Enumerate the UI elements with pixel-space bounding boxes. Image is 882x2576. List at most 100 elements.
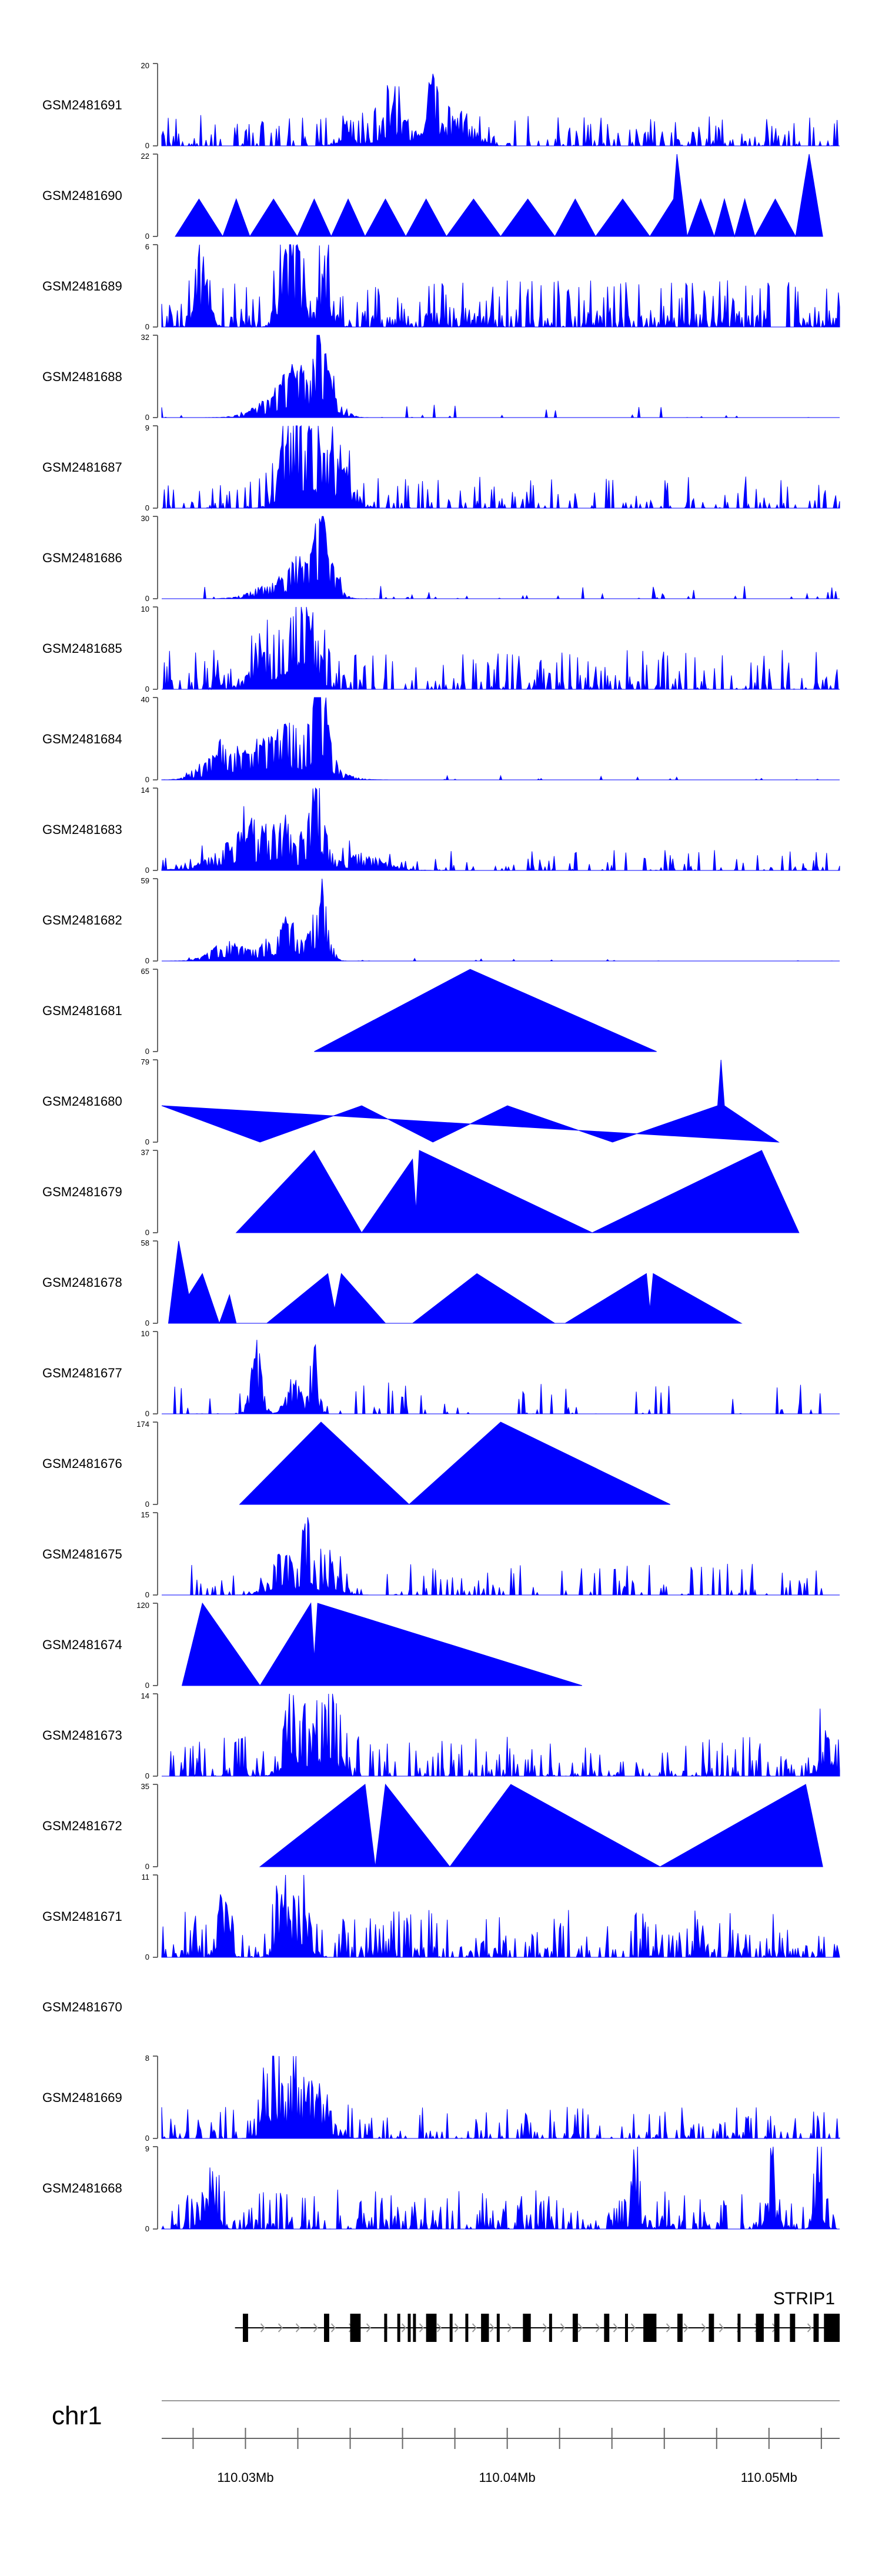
track-label: GSM2481672	[42, 1818, 122, 1833]
y-min-label: 0	[145, 1319, 149, 1327]
strand-arrow-icon	[260, 2323, 265, 2333]
track-GSM2481690: GSM2481690 22 0	[42, 152, 823, 241]
track-label: GSM2481684	[42, 732, 122, 746]
track-GSM2481682: GSM2481682 59 0	[42, 876, 840, 965]
coverage-area	[161, 244, 840, 328]
exon	[643, 2314, 657, 2342]
strand-arrow-icon	[577, 2323, 583, 2333]
exon	[624, 2314, 628, 2342]
track-GSM2481670: GSM2481670	[42, 2000, 122, 2014]
axis-ticks: 110.03Mb 110.04Mb 110.05Mb	[192, 2428, 822, 2485]
track-label: GSM2481671	[42, 1909, 122, 1924]
track-label: GSM2481678	[42, 1275, 122, 1290]
track-label: GSM2481683	[42, 822, 122, 837]
coverage-area	[161, 1059, 780, 1143]
exon	[449, 2314, 453, 2342]
track-label: GSM2481675	[42, 1547, 122, 1561]
strand-arrow-icon	[313, 2323, 318, 2333]
x-tick-label: 110.05Mb	[741, 2470, 797, 2485]
y-max-label: 15	[141, 1510, 149, 1519]
exon	[350, 2314, 361, 2342]
y-max-label: 120	[136, 1601, 149, 1610]
strand-arrow-icon	[507, 2323, 512, 2333]
coverage-area	[162, 878, 840, 962]
y-max-label: 14	[141, 1691, 149, 1700]
y-max-label: 10	[141, 1329, 149, 1338]
track-label: GSM2481676	[42, 1456, 122, 1471]
track-label: GSM2481691	[42, 98, 122, 112]
y-min-label: 0	[145, 956, 149, 965]
exon	[496, 2314, 500, 2342]
strand-arrow-icon	[666, 2323, 671, 2333]
y-max-label: 40	[141, 695, 149, 704]
gene-model-track: STRIP1	[235, 2289, 840, 2342]
y-max-label: 32	[141, 333, 149, 342]
strand-arrow-icon	[295, 2323, 300, 2333]
track-GSM2481673: GSM2481673 14 0	[42, 1691, 840, 1780]
y-max-label: 9	[145, 2144, 149, 2153]
exon	[677, 2314, 683, 2342]
strand-arrow-icon	[401, 2323, 406, 2333]
strand-arrow-icon	[489, 2323, 495, 2333]
y-min-label: 0	[145, 232, 149, 241]
track-GSM2481676: GSM2481676 174 0	[42, 1420, 671, 1509]
chromosome-label: chr1	[52, 2401, 102, 2430]
x-tick-label: 110.03Mb	[217, 2470, 273, 2485]
track-label: GSM2481686	[42, 550, 122, 565]
track-GSM2481681: GSM2481681 65 0	[42, 967, 657, 1056]
exon	[243, 2314, 248, 2342]
y-min-label: 0	[145, 1771, 149, 1780]
coverage-area	[239, 1422, 671, 1505]
track-label: GSM2481681	[42, 1003, 122, 1018]
exon	[572, 2314, 578, 2342]
track-label: GSM2481690	[42, 188, 122, 203]
strand-arrow-icon	[454, 2323, 459, 2333]
track-label: GSM2481680	[42, 1094, 122, 1109]
genome-axis: 110.03Mb 110.04Mb 110.05Mb	[162, 2428, 840, 2485]
exon	[737, 2314, 741, 2342]
exon	[813, 2314, 819, 2342]
y-max-label: 10	[141, 605, 149, 613]
strand-arrow-icon	[595, 2323, 600, 2333]
exon	[604, 2314, 610, 2342]
strand-arrow-icon	[630, 2323, 636, 2333]
exon	[397, 2314, 400, 2342]
y-min-label: 0	[145, 775, 149, 784]
track-GSM2481687: GSM2481687 9 0	[42, 423, 840, 512]
track-GSM2481669: GSM2481669 8 0	[42, 2054, 840, 2143]
exon	[384, 2314, 387, 2342]
track-label: GSM2481668	[42, 2181, 122, 2195]
y-max-label: 79	[141, 1057, 149, 1066]
exon	[523, 2314, 531, 2342]
track-GSM2481688: GSM2481688 32 0	[42, 333, 840, 422]
exon	[426, 2314, 437, 2342]
strand-arrow-icon	[542, 2323, 547, 2333]
track-label: GSM2481673	[42, 1728, 122, 1743]
track-GSM2481691: GSM2481691 20 0	[42, 61, 840, 150]
coverage-area	[162, 1517, 840, 1596]
coverage-area	[162, 1340, 840, 1415]
coverage-area	[161, 335, 840, 418]
y-min-label: 0	[145, 1500, 149, 1509]
y-min-label: 0	[145, 1047, 149, 1056]
strand-arrow-icon	[472, 2323, 477, 2333]
y-min-label: 0	[145, 1862, 149, 1871]
exon	[774, 2314, 780, 2342]
y-max-label: 65	[141, 967, 149, 976]
coverage-area	[259, 1783, 823, 1867]
exon	[465, 2314, 469, 2342]
track-label: GSM2481687	[42, 460, 122, 475]
y-min-label: 0	[145, 685, 149, 693]
strand-arrow-icon	[701, 2323, 706, 2333]
exon	[549, 2314, 552, 2342]
track-label: GSM2481679	[42, 1184, 122, 1199]
coverage-tracks: GSM2481691200GSM2481690220GSM248168960GS…	[42, 61, 840, 2233]
y-min-label: 0	[145, 503, 149, 512]
y-max-label: 11	[142, 1873, 150, 1881]
y-max-label: 6	[145, 242, 149, 251]
chromosome-track: chr1	[52, 2400, 840, 2430]
track-GSM2481668: GSM2481668 9 0	[42, 2144, 840, 2233]
track-GSM2481672: GSM2481672 35 0	[42, 1782, 823, 1871]
exon	[756, 2314, 764, 2342]
